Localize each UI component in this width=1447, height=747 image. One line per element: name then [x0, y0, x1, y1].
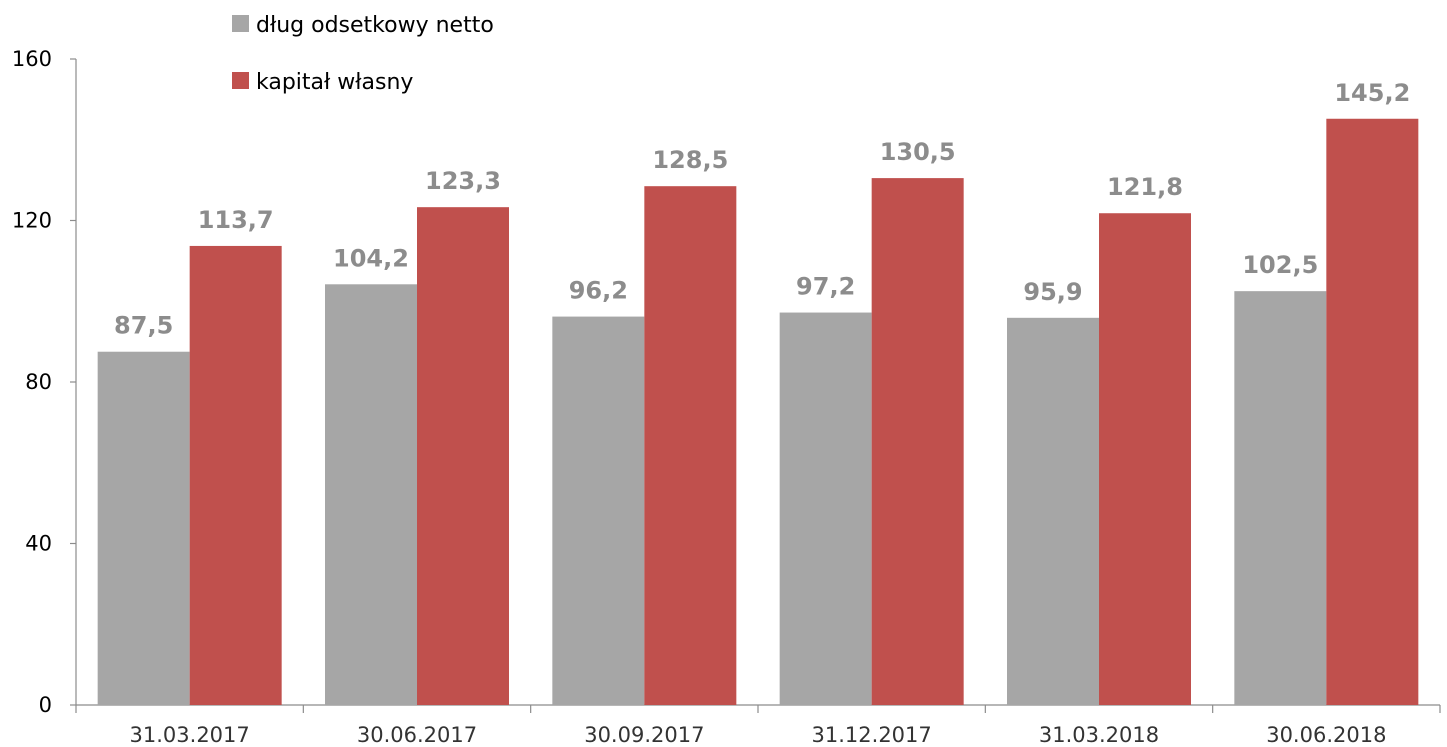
x-tick-label: 31.03.2018 [1039, 723, 1159, 747]
y-tick-label: 80 [25, 370, 52, 394]
data-label: 145,2 [1334, 79, 1410, 107]
x-axis: 31.03.2017 30.06.2017 30.09.2017 31.12.2017… [75, 704, 1441, 747]
data-label: 128,5 [652, 146, 728, 174]
x-tick-label: 31.03.2017 [130, 723, 250, 747]
data-label: 96,2 [569, 277, 628, 305]
bar-net-debt [552, 316, 645, 705]
y-tick-label: 120 [12, 209, 52, 233]
bar-equity [417, 207, 509, 705]
bar-equity [1099, 213, 1191, 706]
y-axis: 0 40 80 120 160 [12, 47, 77, 717]
data-label: 95,9 [1023, 278, 1082, 306]
x-tick-label: 30.06.2017 [357, 723, 477, 747]
data-label: 113,7 [198, 206, 274, 234]
x-tick-label: 30.09.2017 [584, 723, 704, 747]
data-label: 87,5 [114, 312, 173, 340]
bar-net-debt [779, 312, 872, 705]
data-label: 123,3 [425, 167, 501, 195]
bar-equity [644, 186, 737, 705]
bar-net-debt [97, 351, 190, 705]
y-tick-label: 160 [12, 47, 52, 71]
legend: dług odsetkowy netto kapitał własny [232, 13, 494, 95]
legend-label: kapitał własny [256, 70, 413, 95]
data-label: 121,8 [1107, 173, 1183, 201]
bar-equity [871, 178, 964, 705]
bar-equity [1326, 118, 1419, 705]
x-tick-label: 30.06.2018 [1266, 723, 1386, 747]
legend-label: dług odsetkowy netto [256, 13, 494, 38]
bars [97, 118, 1419, 706]
y-tick-label: 40 [25, 532, 52, 556]
bar-net-debt [325, 284, 417, 705]
data-label: 102,5 [1242, 251, 1318, 279]
data-label: 97,2 [796, 273, 855, 301]
bar-net-debt [1234, 291, 1327, 705]
legend-swatch [232, 15, 249, 32]
y-tick-label: 0 [39, 693, 52, 717]
legend-swatch [232, 72, 249, 89]
data-label: 104,2 [333, 244, 409, 272]
x-tick-label: 31.12.2017 [812, 723, 932, 747]
bar-equity [189, 245, 282, 705]
bar-net-debt [1007, 317, 1099, 705]
data-label: 130,5 [880, 138, 956, 166]
data-labels: 87,5 104,2 96,2 97,2 95,9 102,5 113,7 123,3 128,… [114, 79, 1410, 340]
